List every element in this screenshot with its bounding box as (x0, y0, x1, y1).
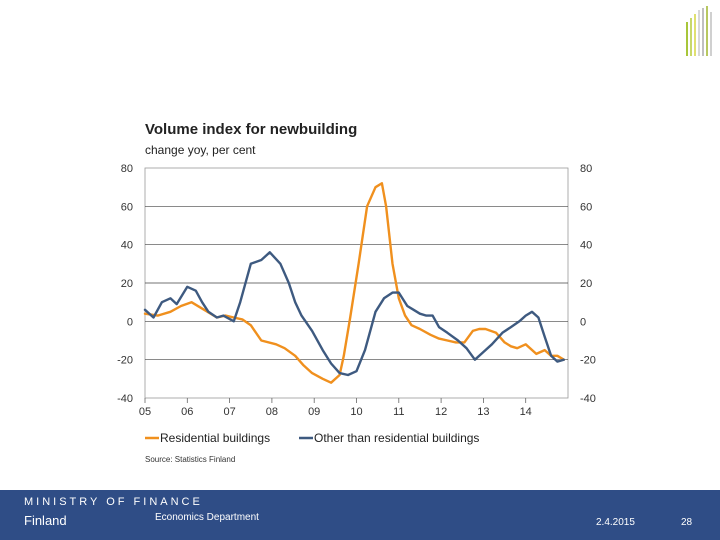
y-tick-label-right: -20 (580, 355, 596, 367)
logo-bar (686, 22, 688, 56)
y-tick-label-right: -40 (580, 393, 596, 405)
y-tick-label-left: 20 (121, 278, 133, 290)
y-tick-label-left: 80 (121, 163, 133, 175)
x-tick-label: 05 (139, 406, 151, 418)
y-tick-label-right: 20 (580, 278, 592, 290)
x-tick-label: 13 (477, 406, 489, 418)
y-tick-label-left: 0 (127, 316, 133, 328)
y-tick-label-right: 40 (580, 240, 592, 252)
chart-subtitle: change yoy, per cent (145, 143, 256, 157)
ministry-name: MINISTRY OF FINANCE (24, 496, 203, 508)
y-tick-label-left: -40 (117, 393, 133, 405)
y-tick-label-left: 60 (121, 201, 133, 213)
chart-title: Volume index for newbuilding (145, 121, 358, 138)
x-tick-label: 06 (181, 406, 193, 418)
legend-label: Other than residential buildings (314, 431, 479, 445)
department-name: Economics Department (155, 512, 259, 523)
logo-bar (690, 18, 692, 56)
logo-bar (706, 6, 708, 56)
page-number: 28 (681, 517, 693, 528)
footer-bar: MINISTRY OF FINANCE Finland Economics De… (0, 490, 720, 540)
x-tick-label: 09 (308, 406, 320, 418)
logo-bar (710, 12, 712, 56)
x-tick-label: 07 (223, 406, 235, 418)
x-tick-label: 14 (520, 406, 532, 418)
logo-bar (694, 14, 696, 56)
x-tick-label: 10 (350, 406, 362, 418)
x-tick-label: 08 (266, 406, 278, 418)
y-tick-label-right: 60 (580, 201, 592, 213)
logo-bar (702, 8, 704, 56)
y-tick-label-left: 40 (121, 240, 133, 252)
slide-date: 2.4.2015 (596, 517, 635, 528)
chart: 80 80 60 60 40 40 20 20 0 0 -20 -20 -40 -40 05 06 07 08 09… (117, 163, 596, 464)
x-tick-label: 12 (435, 406, 447, 418)
y-tick-label-right: 0 (580, 316, 586, 328)
logo-bar (698, 10, 700, 56)
x-tick-label: 11 (393, 406, 404, 418)
y-tick-label-left: -20 (117, 355, 133, 367)
ministry-logo-bars (686, 6, 712, 56)
country-name: Finland (24, 513, 67, 528)
legend-label: Residential buildings (160, 431, 270, 445)
y-tick-label-right: 80 (580, 163, 592, 175)
series-line-other-than-residential-buildings (143, 251, 565, 377)
chart-source: Source: Statistics Finland (145, 455, 235, 464)
